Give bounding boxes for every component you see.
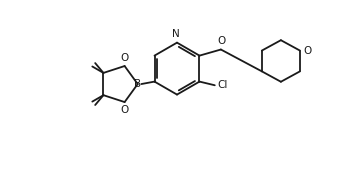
Text: N: N: [172, 29, 179, 39]
Text: Cl: Cl: [217, 80, 228, 90]
Text: O: O: [120, 53, 129, 63]
Text: B: B: [134, 79, 141, 89]
Text: O: O: [217, 36, 225, 46]
Text: O: O: [120, 105, 129, 115]
Text: O: O: [304, 46, 312, 56]
